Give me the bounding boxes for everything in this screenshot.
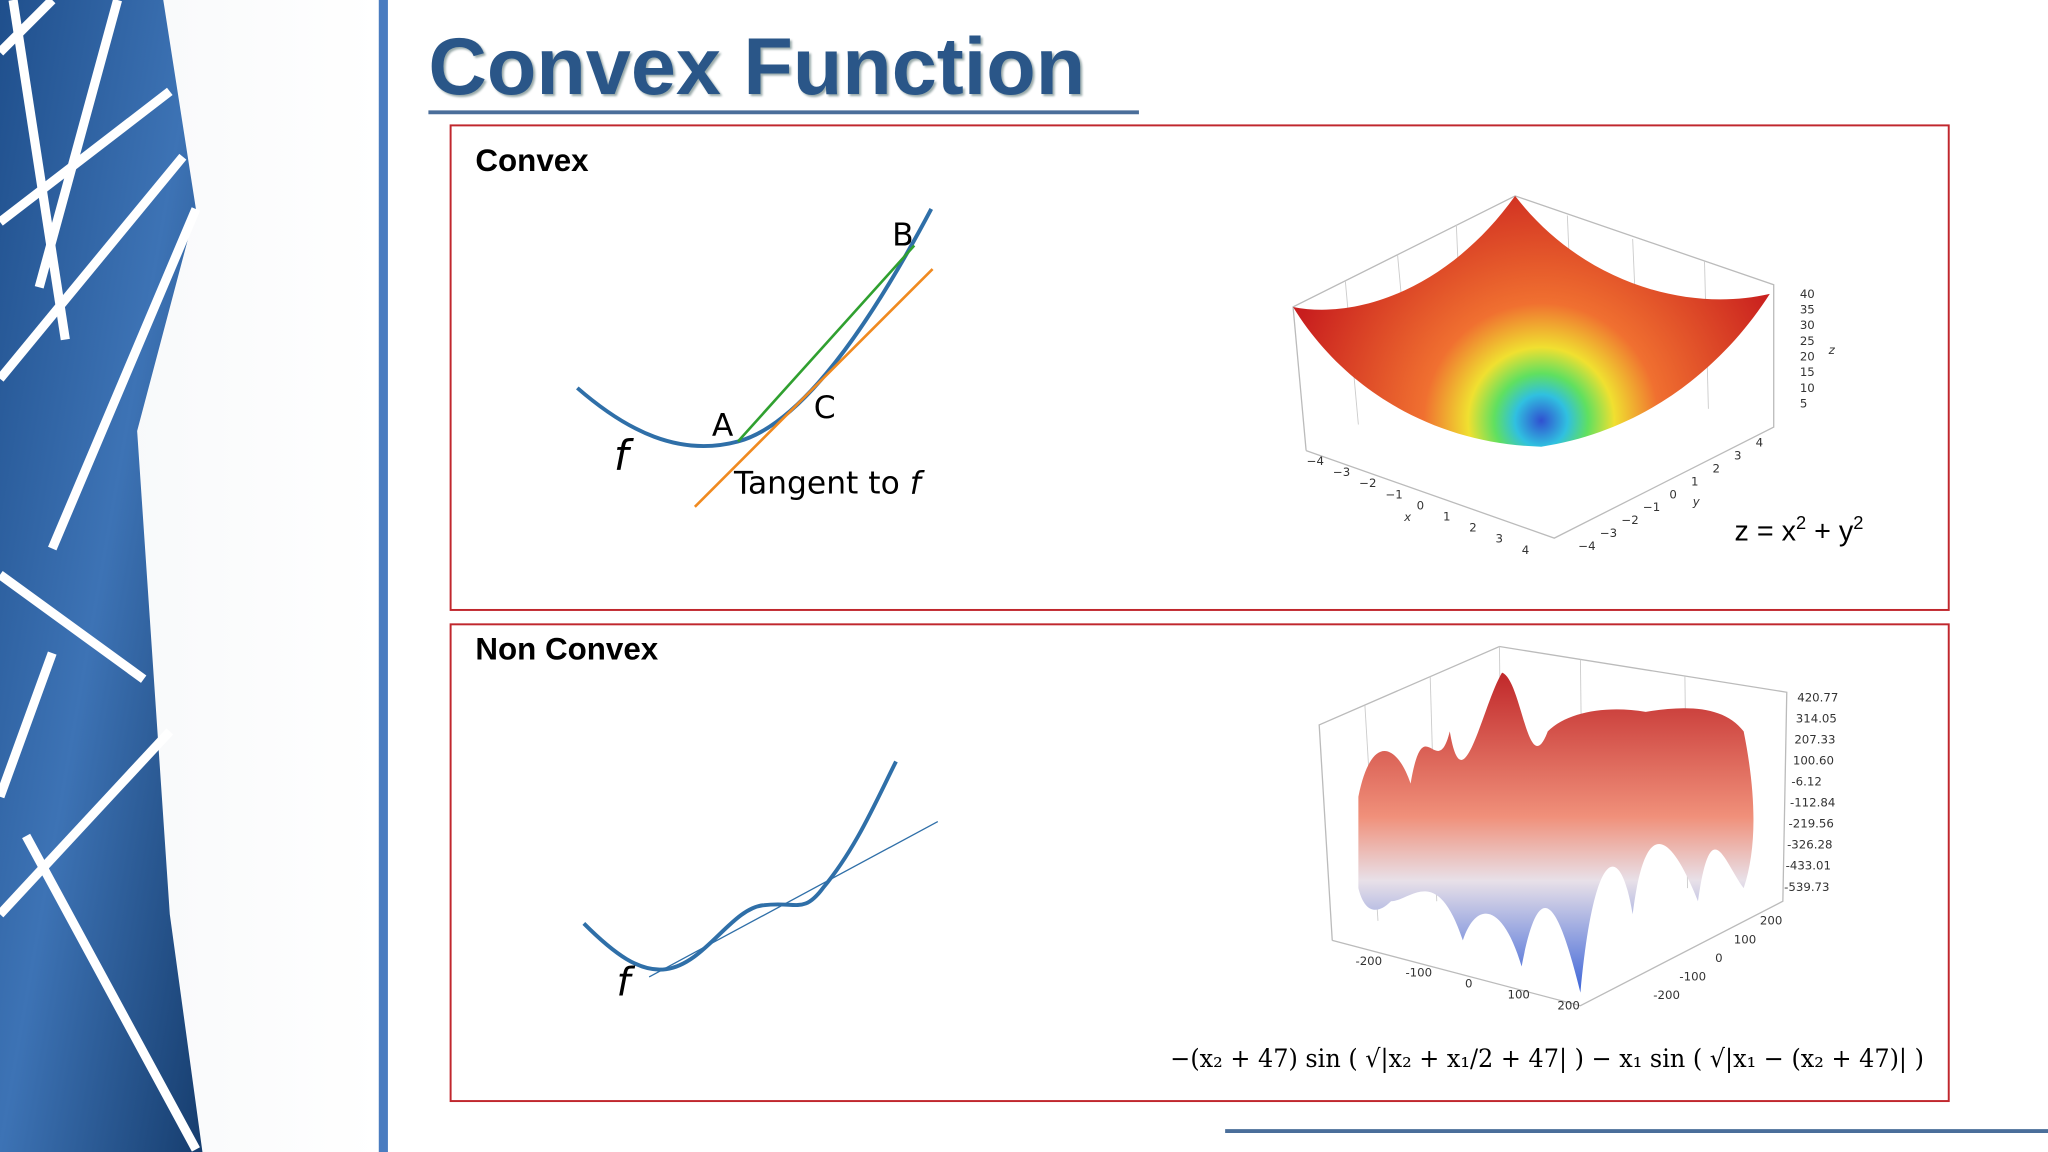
convex-diagram: B A C f Tangent to f <box>576 208 934 508</box>
axis-label: y <box>1692 494 1701 508</box>
equation-part: 2 <box>1853 512 1863 533</box>
tick-label: −4 <box>1307 454 1324 468</box>
equation-part: 2 <box>1796 512 1806 533</box>
equation-part: z = x <box>1735 516 1797 548</box>
tick-label: 2 <box>1469 521 1476 535</box>
tick-label: -219.56 <box>1789 817 1834 831</box>
label: B <box>892 218 914 254</box>
tick-label: 0 <box>1417 498 1424 512</box>
tick-label: -100 <box>1405 965 1432 979</box>
tick-label: -539.73 <box>1784 880 1829 894</box>
tick-label: 0 <box>1465 976 1472 990</box>
tick-label: 0 <box>1715 951 1722 965</box>
tick-label: 200 <box>1557 999 1579 1013</box>
panel-title: Convex <box>475 143 589 178</box>
equation: −(x₂ + 47) sin ( √|x₂ + x₁/2 + 47| ) − x… <box>1170 1044 1924 1074</box>
nonconvex-diagram: f <box>582 760 939 1005</box>
equation: z = x2 + y2 <box>1735 512 1864 548</box>
tick-label: 0 <box>1669 487 1676 501</box>
surface <box>1358 672 1754 993</box>
tick-label: 200 <box>1760 914 1782 928</box>
tick-label: -112.84 <box>1790 796 1835 810</box>
curve <box>582 760 898 972</box>
tick-label: 1 <box>1443 509 1450 523</box>
tick-label: 420.77 <box>1797 690 1838 704</box>
axis-label: z <box>1828 343 1836 357</box>
tick-label: 207.33 <box>1794 732 1835 746</box>
tick-label: −3 <box>1333 465 1350 479</box>
label: f <box>614 431 634 480</box>
tick-label: -200 <box>1653 988 1680 1002</box>
side-lines <box>0 0 201 1152</box>
tick-label: 40 <box>1800 287 1815 301</box>
tick-label: 2 <box>1713 461 1720 475</box>
tick-label: 15 <box>1800 365 1815 379</box>
tick-label: −4 <box>1578 539 1595 553</box>
divider <box>378 0 388 1152</box>
label: C <box>814 390 836 426</box>
tick-label: 10 <box>1800 381 1815 395</box>
tick-label: −2 <box>1621 513 1638 527</box>
panel-box <box>449 623 1950 1103</box>
tick-label: -433.01 <box>1786 859 1831 873</box>
tick-label: -100 <box>1679 970 1706 984</box>
label: A <box>712 408 734 444</box>
slide-title: Convex Function <box>428 22 1085 112</box>
tick-label: 3 <box>1496 532 1503 546</box>
tick-label: 3 <box>1734 449 1741 463</box>
tick-label: −2 <box>1359 476 1376 490</box>
axis-label: x <box>1403 510 1412 524</box>
tangent-line <box>648 820 939 978</box>
panel-title: Non Convex <box>475 632 658 667</box>
label: f <box>910 466 925 502</box>
label: Tangent to <box>733 466 900 502</box>
tick-label: 1 <box>1691 474 1698 488</box>
tick-label: −3 <box>1600 526 1617 540</box>
tick-label: 4 <box>1522 543 1529 557</box>
tick-label: 25 <box>1800 334 1815 348</box>
tick-label: 100 <box>1507 988 1529 1002</box>
surface <box>1293 195 1770 447</box>
label: Tangent to f <box>733 466 925 502</box>
tick-label: −1 <box>1643 500 1660 514</box>
curve <box>576 208 933 448</box>
tick-label: 4 <box>1756 436 1763 450</box>
equation-part: + y <box>1806 516 1854 548</box>
tick-label: -326.28 <box>1787 838 1832 852</box>
chord <box>736 244 916 443</box>
tick-label: 100.60 <box>1793 754 1834 768</box>
tangent-line <box>693 268 934 508</box>
tick-label: 20 <box>1800 349 1815 363</box>
tick-label: 35 <box>1800 302 1815 316</box>
tick-label: -200 <box>1355 954 1382 968</box>
tick-label: 314.05 <box>1796 711 1837 725</box>
label: f <box>616 960 635 1005</box>
tick-label: -6.12 <box>1791 775 1821 789</box>
tick-label: 100 <box>1734 932 1756 946</box>
tick-label: 30 <box>1800 318 1815 332</box>
panel-box <box>449 124 1950 611</box>
tick-label: −1 <box>1385 487 1402 501</box>
tick-label: 5 <box>1800 397 1807 411</box>
